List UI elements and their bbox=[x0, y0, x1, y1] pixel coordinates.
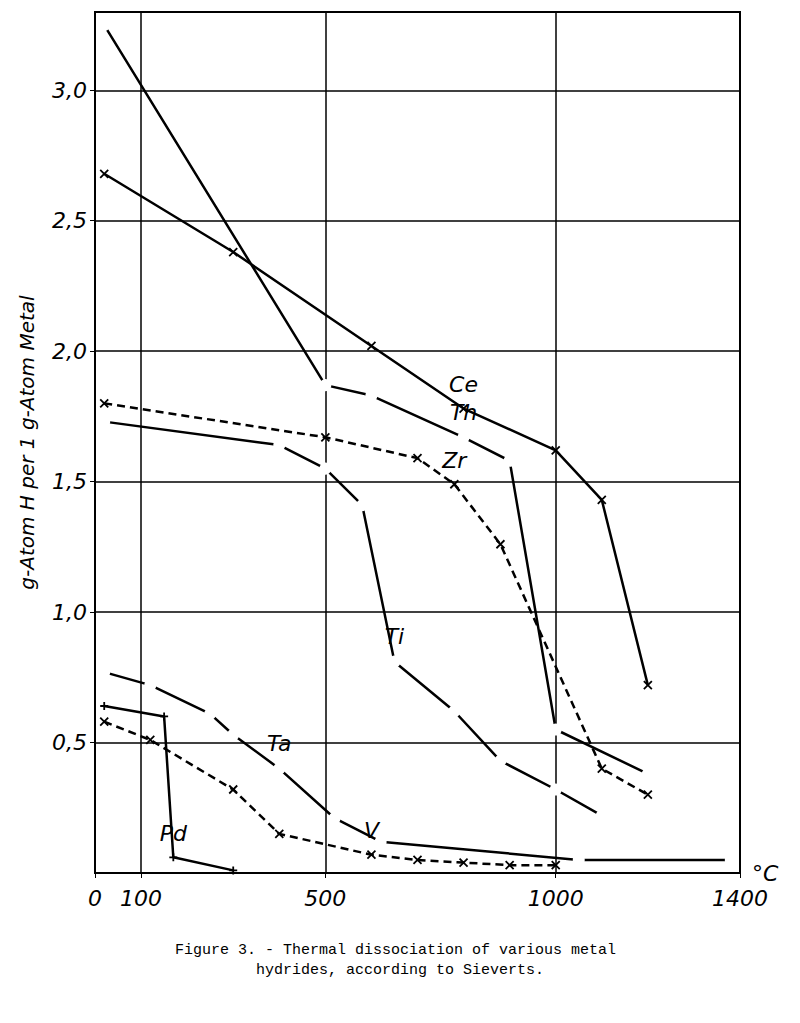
svg-text:1,5: 1,5 bbox=[52, 469, 87, 494]
svg-text:3,0: 3,0 bbox=[52, 78, 87, 103]
svg-text:1400: 1400 bbox=[712, 886, 768, 911]
svg-text:Ce: Ce bbox=[449, 372, 478, 397]
svg-text:Ta: Ta bbox=[267, 731, 292, 756]
svg-text:1,0: 1,0 bbox=[52, 600, 87, 625]
svg-text:100: 100 bbox=[120, 886, 162, 911]
svg-text:g-Atom H per 1 g-Atom Metal: g-Atom H per 1 g-Atom Metal bbox=[15, 295, 39, 590]
svg-text:500: 500 bbox=[304, 886, 346, 911]
svg-text:Zr: Zr bbox=[441, 448, 468, 473]
svg-text:V: V bbox=[364, 818, 381, 843]
svg-text:0,5: 0,5 bbox=[52, 730, 87, 755]
svg-text:Pd: Pd bbox=[160, 821, 188, 846]
svg-text:2,0: 2,0 bbox=[52, 339, 87, 364]
svg-text:°C: °C bbox=[752, 861, 779, 886]
svg-text:Figure 3. - Thermal dissociati: Figure 3. - Thermal dissociation of vari… bbox=[175, 942, 625, 959]
svg-text:1000: 1000 bbox=[528, 886, 584, 911]
svg-text:0: 0 bbox=[88, 886, 102, 911]
svg-text:Th: Th bbox=[450, 400, 477, 425]
svg-text:Ti: Ti bbox=[385, 624, 405, 649]
svg-text:hydrides, according to Sievert: hydrides, according to Sieverts. bbox=[256, 962, 544, 979]
svg-text:2,5: 2,5 bbox=[52, 208, 87, 233]
